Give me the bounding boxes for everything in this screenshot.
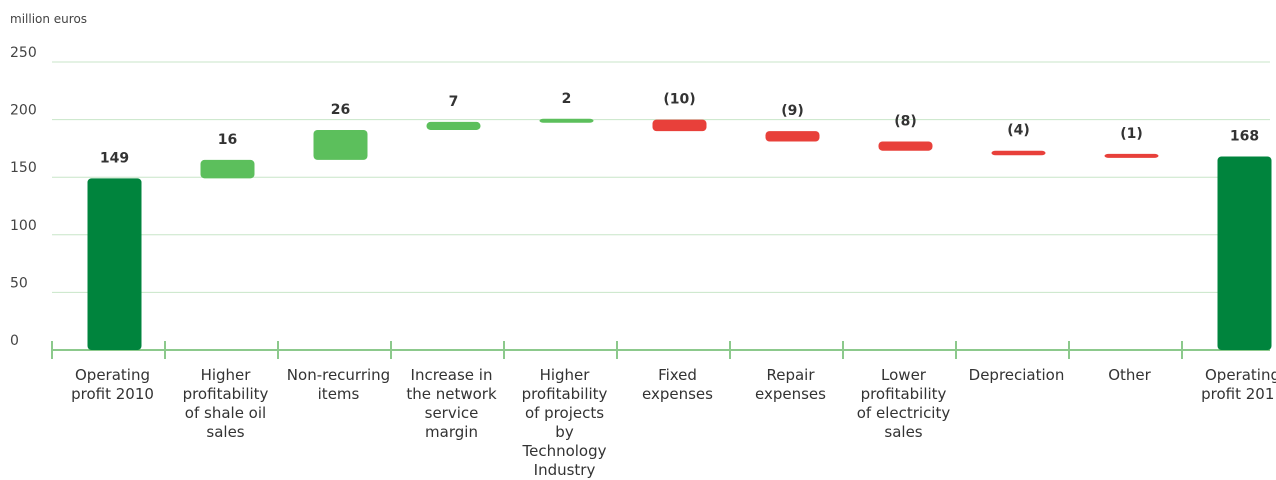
value-label: (9) xyxy=(781,103,804,119)
bar xyxy=(652,119,707,132)
value-label: 7 xyxy=(449,94,459,110)
x-tick-label: Operating profit 2010 xyxy=(71,366,154,403)
value-label: 2 xyxy=(562,91,572,107)
value-label: (8) xyxy=(894,113,917,129)
bar xyxy=(1217,156,1272,350)
x-tick-label: Fixed expenses xyxy=(642,366,713,403)
bar xyxy=(87,178,142,350)
bar xyxy=(200,159,255,179)
x-tick-label: Increase in the network service margin xyxy=(406,366,497,441)
value-label: 149 xyxy=(100,150,129,166)
value-label: (10) xyxy=(663,92,695,108)
y-tick-label: 150 xyxy=(10,160,37,176)
x-tick-label: Operating profit 2011 xyxy=(1201,366,1276,403)
bar xyxy=(765,131,820,142)
bar xyxy=(878,141,933,151)
y-tick-label: 250 xyxy=(10,45,37,61)
x-tick-label: Higher profitability of projects by Tech… xyxy=(521,366,608,479)
value-label: (1) xyxy=(1120,126,1143,142)
x-tick-label: Repair expenses xyxy=(755,366,826,403)
bar xyxy=(991,150,1046,156)
y-tick-label: 50 xyxy=(10,275,28,291)
bar xyxy=(539,118,594,123)
y-tick-label: 200 xyxy=(10,103,37,119)
x-tick-label: Other xyxy=(1108,366,1151,384)
y-tick-label: 100 xyxy=(10,218,37,234)
bar xyxy=(313,129,368,160)
x-tick-label: Lower profitability of electricity sales xyxy=(856,366,951,441)
value-label: 16 xyxy=(218,132,237,148)
value-label: 26 xyxy=(331,102,350,118)
y-tick-label: 0 xyxy=(10,333,19,349)
x-tick-label: Higher profitability of shale oil sales xyxy=(182,366,269,441)
bar xyxy=(426,121,481,130)
bar xyxy=(1104,153,1159,158)
x-tick-label: Depreciation xyxy=(968,366,1065,384)
x-tick-label: Non-recurring items xyxy=(286,366,391,403)
value-label: (4) xyxy=(1007,123,1030,139)
value-label: 168 xyxy=(1230,128,1259,144)
y-axis-label: million euros xyxy=(10,12,88,26)
